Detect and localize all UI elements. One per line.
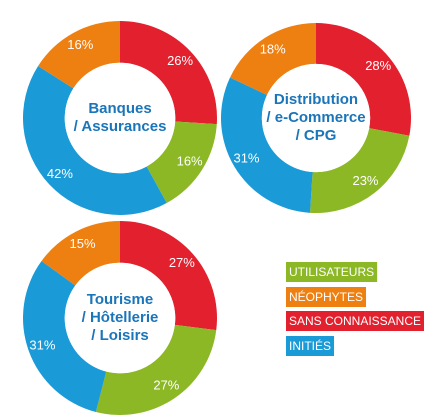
value-label: 26% xyxy=(167,53,193,68)
legend-swatch xyxy=(286,287,367,307)
chart-title: / e-Commerce xyxy=(266,109,365,126)
slice xyxy=(230,23,316,95)
legend-label: NÉOPHYTES xyxy=(289,289,363,304)
value-label: 28% xyxy=(365,58,391,73)
chart-title: Tourisme xyxy=(87,291,153,308)
value-label: 31% xyxy=(233,151,259,166)
value-label: 15% xyxy=(70,236,96,251)
legend-label: UTILISATEURS xyxy=(289,265,374,279)
slice xyxy=(310,128,410,214)
slice xyxy=(22,260,107,412)
chart-title: / Hôtellerie xyxy=(82,309,159,326)
value-label: 16% xyxy=(67,37,93,52)
slice xyxy=(41,220,120,286)
chart-title: Distribution xyxy=(274,91,358,108)
value-label: 27% xyxy=(169,255,195,270)
chart-title: / CPG xyxy=(296,127,337,144)
value-label: 18% xyxy=(260,41,286,56)
legend-label: INITIÉS xyxy=(289,338,331,353)
slice xyxy=(220,77,313,213)
legend-swatch xyxy=(286,311,424,331)
legend-swatch xyxy=(286,336,335,356)
chart-title: / Loisirs xyxy=(91,327,149,344)
chart-title: / Assurances xyxy=(74,118,167,135)
slice xyxy=(120,21,217,125)
donut-hole xyxy=(261,63,371,173)
value-label: 42% xyxy=(47,166,73,181)
slice xyxy=(120,221,217,331)
legend-label: SANS CONNAISSANCE xyxy=(289,314,421,328)
value-label: 16% xyxy=(177,154,203,169)
chart-title: Banques xyxy=(88,100,151,117)
slice xyxy=(316,23,412,136)
legend-swatch xyxy=(286,262,378,282)
slice xyxy=(38,20,121,89)
donut-hole xyxy=(64,262,176,374)
value-label: 31% xyxy=(29,337,55,352)
slice xyxy=(146,121,217,204)
slice xyxy=(95,324,217,415)
value-label: 27% xyxy=(153,378,179,393)
slice xyxy=(23,66,167,215)
donut-hole xyxy=(64,62,176,174)
value-label: 23% xyxy=(352,173,378,188)
